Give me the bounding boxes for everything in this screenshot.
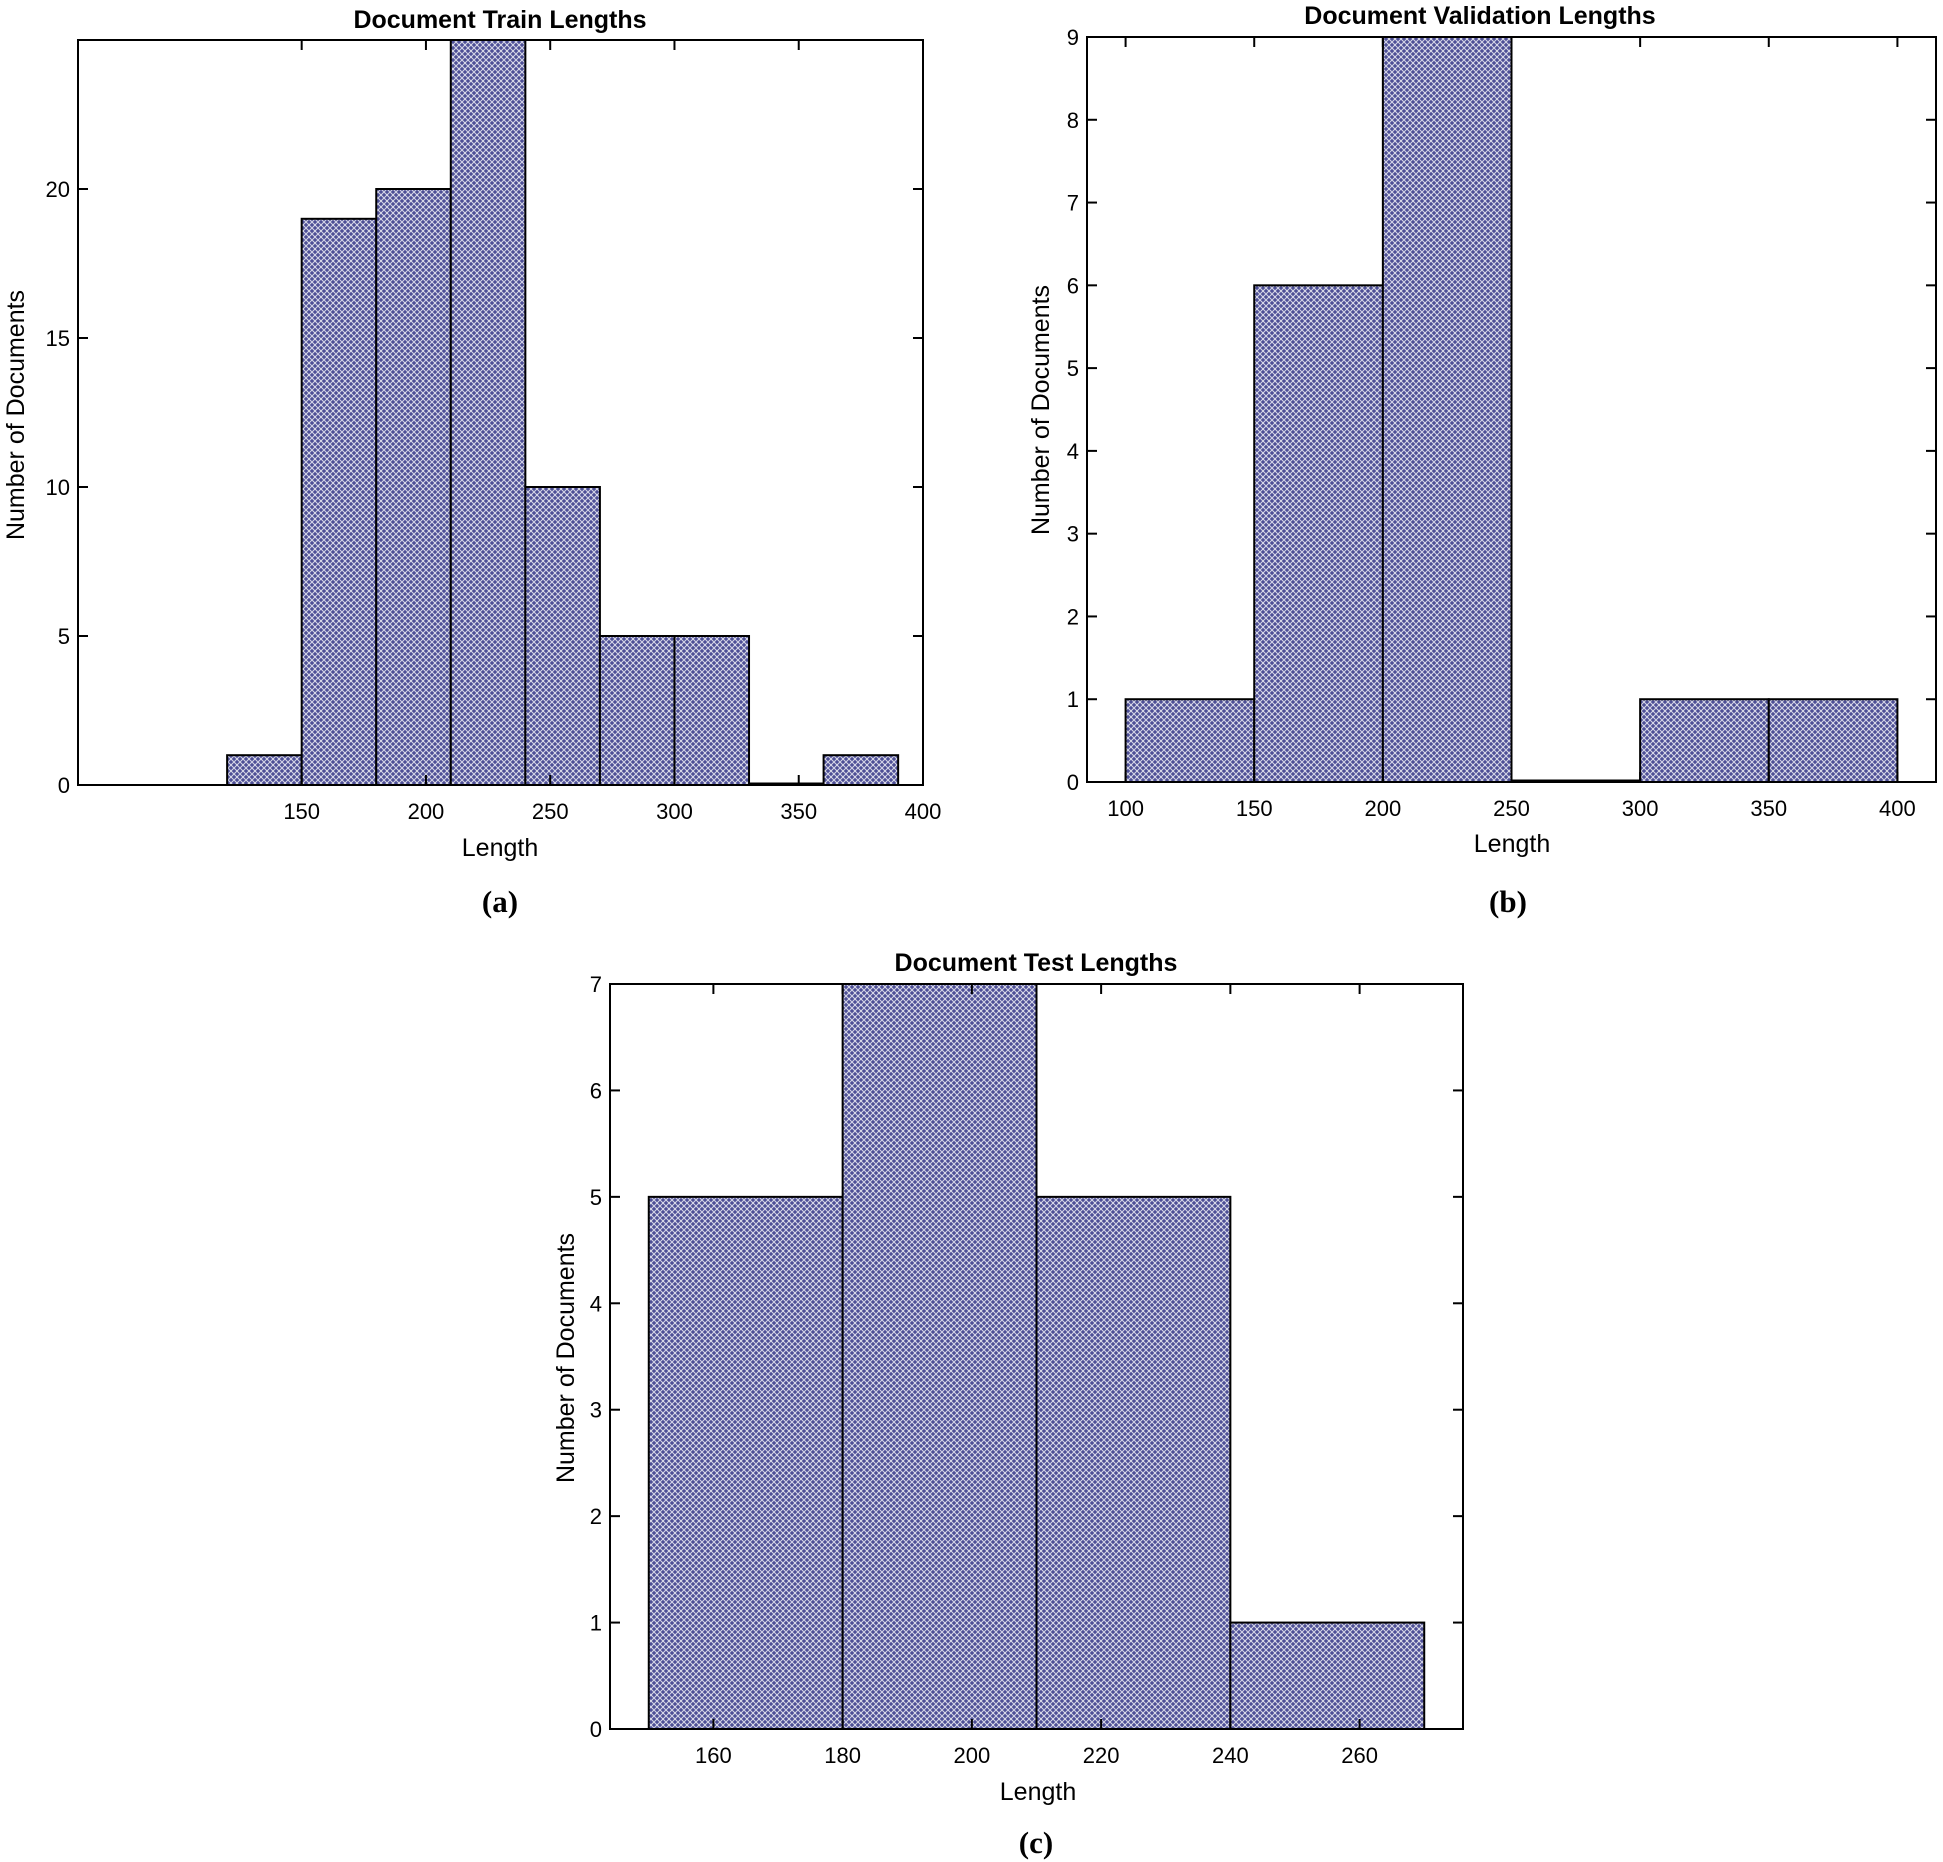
y-tick-label: 10 <box>46 475 70 500</box>
panel-label: (a) <box>482 884 518 919</box>
panel-label: (b) <box>1489 884 1527 919</box>
y-tick-label: 0 <box>590 1717 602 1742</box>
y-tick-label: 9 <box>1067 25 1079 50</box>
axis-ticks: 160 180 200 220 240 260 0 1 2 3 4 5 6 7 <box>590 972 1463 1768</box>
x-tick-label: 200 <box>1365 796 1402 821</box>
x-tick-label: 150 <box>1236 796 1273 821</box>
bar-360-390 <box>822 754 900 787</box>
x-tick-label: 400 <box>905 799 942 824</box>
chart-title: Document Test Lengths <box>895 949 1178 977</box>
y-tick-label: 3 <box>1067 522 1079 547</box>
y-tick-label: 8 <box>1067 108 1079 133</box>
x-tick-label: 300 <box>656 799 693 824</box>
bars <box>647 983 1426 1731</box>
panel-label: (c) <box>1019 1825 1053 1860</box>
plot-frame <box>609 983 1464 1730</box>
x-tick-label: 350 <box>1750 796 1787 821</box>
x-tick-label: 250 <box>1493 796 1530 821</box>
y-tick-label: 4 <box>1067 439 1079 464</box>
x-tick-label: 350 <box>780 799 817 824</box>
bar-150-180 <box>647 1195 844 1731</box>
y-tick-label: 5 <box>58 624 70 649</box>
x-tick-label: 160 <box>695 1743 732 1768</box>
x-tick-label: 100 <box>1107 796 1144 821</box>
x-axis-label: Length <box>1474 830 1550 858</box>
x-tick-label: 180 <box>824 1743 861 1768</box>
plot-frame <box>77 39 924 786</box>
y-tick-label: 1 <box>590 1611 602 1636</box>
y-tick-label: 7 <box>590 972 602 997</box>
x-axis-label: Length <box>1000 1778 1076 1806</box>
y-tick-label: 5 <box>590 1185 602 1210</box>
x-tick-label: 200 <box>408 799 445 824</box>
bar-200-250 <box>1381 36 1513 783</box>
chart-title: Document Train Lengths <box>353 6 646 34</box>
bar-100-150 <box>1124 698 1256 784</box>
y-tick-label: 3 <box>590 1398 602 1423</box>
bar-120-150 <box>226 754 303 787</box>
y-tick-label: 6 <box>590 1078 602 1103</box>
y-tick-label: 2 <box>590 1504 602 1529</box>
y-axis-label: Number of Documents <box>1027 285 1055 535</box>
bar-210-240 <box>1035 1195 1232 1731</box>
x-tick-label: 250 <box>532 799 569 824</box>
y-tick-label: 0 <box>58 773 70 798</box>
y-tick-label: 20 <box>46 177 70 202</box>
histogram-train: Document Train Lengths 150 200 250 300 350 40… <box>2 6 941 919</box>
y-axis-label: Number of Documents <box>2 290 30 540</box>
x-tick-label: 240 <box>1212 1743 1249 1768</box>
y-tick-label: 0 <box>1067 770 1079 795</box>
bar-300-350 <box>1639 698 1770 784</box>
axis-ticks: 100 150 200 250 300 350 400 0 1 2 3 4 5 6 7 8 9 <box>1067 25 1936 821</box>
x-tick-label: 300 <box>1622 796 1659 821</box>
bar-180-210 <box>375 188 452 786</box>
x-axis-label: Length <box>462 834 538 862</box>
y-tick-label: 15 <box>46 326 70 351</box>
bars <box>226 39 900 787</box>
x-tick-label: 200 <box>954 1743 991 1768</box>
y-tick-label: 7 <box>1067 191 1079 216</box>
histogram-validation: Document Validation Lengths 100 150 200 250… <box>1027 2 1937 919</box>
bar-150-180 <box>300 217 378 787</box>
x-tick-label: 220 <box>1083 1743 1120 1768</box>
bar-350-400 <box>1767 698 1899 784</box>
x-tick-label: 150 <box>283 799 320 824</box>
x-tick-label: 260 <box>1341 1743 1378 1768</box>
axis-ticks: 150 200 250 300 350 400 0 5 10 15 20 <box>46 40 942 824</box>
y-tick-label: 2 <box>1067 604 1079 629</box>
plot-frame <box>1086 36 1937 783</box>
bars <box>1124 36 1899 784</box>
histogram-test: Document Test Lengths 160 180 200 220 240 260… <box>552 949 1464 1860</box>
bar-180-210 <box>841 983 1038 1730</box>
bar-270-300 <box>598 635 676 786</box>
chart-title: Document Validation Lengths <box>1304 2 1655 30</box>
bar-150-200 <box>1253 284 1384 783</box>
bar-240-270 <box>1229 1621 1426 1730</box>
y-tick-label: 4 <box>590 1291 602 1316</box>
y-axis-label: Number of Documents <box>552 1233 580 1483</box>
bar-240-270 <box>524 486 601 786</box>
y-tick-label: 1 <box>1067 687 1079 712</box>
y-tick-label: 5 <box>1067 356 1079 381</box>
bar-210-240 <box>449 39 527 786</box>
y-tick-label: 6 <box>1067 273 1079 298</box>
x-tick-label: 400 <box>1879 796 1916 821</box>
bar-300-330 <box>673 635 751 786</box>
